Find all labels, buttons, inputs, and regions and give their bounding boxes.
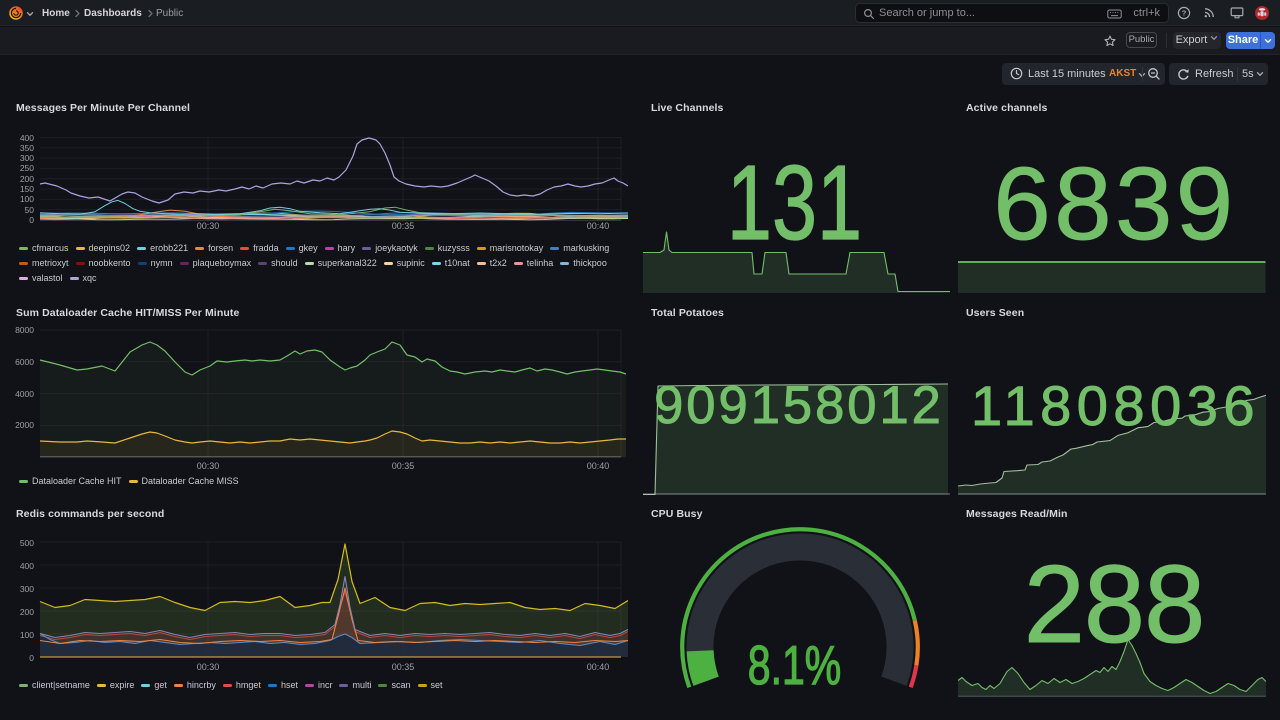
svg-text:?: ?: [1182, 9, 1187, 18]
